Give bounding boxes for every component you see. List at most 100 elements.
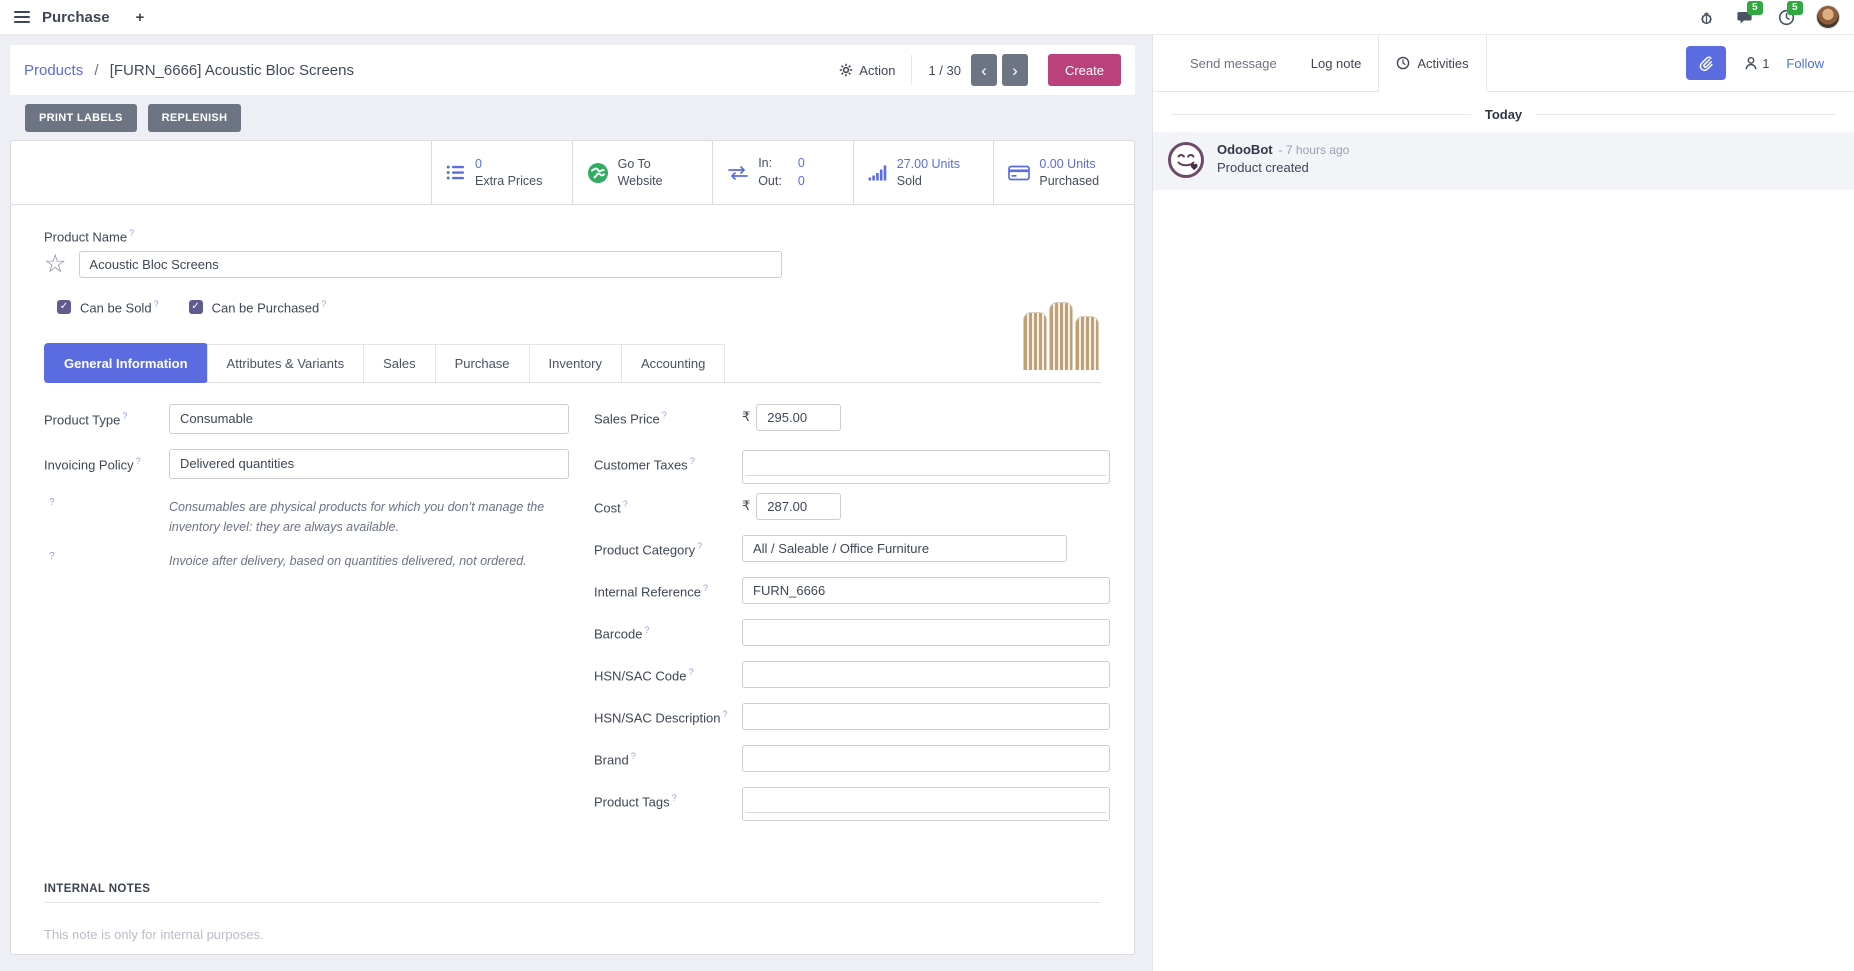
print-labels-button[interactable]: PRINT LABELS: [25, 104, 137, 132]
tab-purchase[interactable]: Purchase: [434, 343, 530, 382]
help-question-mark[interactable]: ?: [153, 299, 159, 310]
messages-icon[interactable]: 5: [1736, 1, 1763, 27]
help-question-mark[interactable]: ?: [49, 496, 55, 508]
stat-button-row: 0 Extra Prices Go To Website In: 0 Out: 0: [11, 141, 1134, 205]
tab-accounting[interactable]: Accounting: [621, 343, 726, 382]
help-question-mark[interactable]: ?: [135, 455, 141, 466]
top-navbar: Purchase + 5 5: [0, 0, 1854, 35]
product-name-input[interactable]: Acoustic Bloc Screens: [79, 251, 783, 279]
help-question-mark[interactable]: ?: [622, 498, 628, 509]
stat-spacer: [11, 141, 431, 204]
help-question-mark[interactable]: ?: [722, 708, 728, 719]
consumable-help-text: Consumables are physical products for wh…: [169, 499, 545, 534]
followers-button[interactable]: 1: [1743, 55, 1769, 71]
follow-button[interactable]: Follow: [1786, 55, 1824, 71]
user-avatar[interactable]: [1816, 5, 1840, 29]
product-name-label: Product Name?: [44, 228, 135, 245]
extra-prices-label: Extra Prices: [475, 173, 543, 188]
activities-clock-icon[interactable]: 5: [1776, 1, 1803, 27]
message-body: Product created: [1217, 160, 1309, 175]
tab-general-information[interactable]: General Information: [44, 342, 208, 383]
action-menu-button[interactable]: Action: [839, 63, 895, 78]
product-category-input[interactable]: All / Saleable / Office Furniture: [742, 534, 1067, 562]
message-author[interactable]: OdooBot: [1217, 142, 1273, 157]
help-question-mark[interactable]: ?: [321, 299, 327, 310]
chatter-message[interactable]: OdooBot - 7 hours ago Product created: [1153, 132, 1854, 190]
debug-bug-icon[interactable]: [1696, 7, 1716, 27]
activities-label: Activities: [1417, 55, 1469, 71]
tab-inventory[interactable]: Inventory: [528, 343, 623, 382]
invoicing-help-text: Invoice after delivery, based on quantit…: [169, 553, 527, 568]
product-image-panel: [1075, 316, 1099, 370]
internal-notes-placeholder[interactable]: This note is only for internal purposes.: [44, 926, 264, 942]
barcode-input[interactable]: [742, 618, 1110, 646]
tab-attributes-variants[interactable]: Attributes & Variants: [206, 343, 365, 382]
form-sheet: 0 Extra Prices Go To Website In: 0 Out: 0: [10, 140, 1135, 955]
attach-files-button[interactable]: [1686, 46, 1727, 80]
help-question-mark[interactable]: ?: [122, 410, 128, 421]
help-question-mark[interactable]: ?: [644, 624, 650, 635]
control-panel: Products / [FURN_6666] Acoustic Bloc Scr…: [10, 45, 1135, 95]
breadcrumb: Products / [FURN_6666] Acoustic Bloc Scr…: [24, 62, 354, 79]
internal-reference-input[interactable]: FURN_6666: [742, 576, 1110, 604]
breadcrumb-products-link[interactable]: Products: [24, 61, 84, 79]
help-question-mark[interactable]: ?: [689, 455, 695, 466]
hsn-sac-description-input[interactable]: [742, 702, 1110, 730]
messages-badge: 5: [1747, 1, 1763, 15]
help-question-mark[interactable]: ?: [49, 550, 55, 562]
brand-input[interactable]: [742, 744, 1110, 772]
schedule-activity-button[interactable]: Activities: [1378, 35, 1487, 92]
customer-taxes-input[interactable]: [742, 449, 1110, 484]
product-image-panel: [1023, 312, 1047, 370]
sales-price-input[interactable]: 295.00: [756, 403, 842, 431]
replenish-button[interactable]: REPLENISH: [147, 104, 242, 132]
help-question-mark[interactable]: ?: [697, 540, 703, 551]
product-type-select[interactable]: Consumable: [169, 403, 569, 434]
plus-icon[interactable]: +: [135, 8, 145, 26]
log-note-button[interactable]: Log note: [1310, 55, 1362, 71]
favorite-star-icon[interactable]: ☆: [44, 250, 67, 279]
in-out-stat-button[interactable]: In: 0 Out: 0: [712, 141, 853, 204]
currency-symbol: ₹: [742, 409, 751, 425]
can-be-purchased-checkbox[interactable]: ✓: [188, 300, 203, 315]
can-be-sold-checkbox[interactable]: ✓: [57, 300, 71, 315]
product-image[interactable]: [1021, 298, 1101, 370]
app-name[interactable]: Purchase: [42, 8, 110, 26]
out-label: Out:: [758, 174, 782, 188]
invoicing-policy-select[interactable]: Delivered quantities: [169, 448, 569, 479]
form-view-area: Products / [FURN_6666] Acoustic Bloc Scr…: [0, 35, 1152, 971]
go-to-website-stat-button[interactable]: Go To Website: [571, 141, 713, 204]
follower-count: 1: [1762, 55, 1770, 71]
help-question-mark[interactable]: ?: [702, 582, 708, 593]
pager-next-button[interactable]: ›: [1001, 54, 1028, 86]
units-sold-value: 27.00 Units: [896, 156, 961, 171]
internal-notes-header: INTERNAL NOTES: [44, 883, 1101, 903]
send-message-button[interactable]: Send message: [1190, 55, 1277, 71]
cost-input[interactable]: 287.00: [756, 492, 842, 520]
today-label: Today: [1484, 107, 1523, 122]
extra-prices-value: 0: [475, 156, 482, 171]
paperclip-icon: [1699, 56, 1713, 71]
create-button[interactable]: Create: [1047, 54, 1121, 86]
units-sold-stat-button[interactable]: 27.00 Units Sold: [852, 141, 994, 204]
divider: [911, 55, 913, 85]
bar-chart-icon: [868, 165, 887, 180]
apps-menu-icon[interactable]: [14, 11, 30, 23]
help-question-mark[interactable]: ?: [671, 792, 677, 803]
extra-prices-stat-button[interactable]: 0 Extra Prices: [431, 141, 572, 204]
clock-icon: [1397, 56, 1410, 70]
help-question-mark[interactable]: ?: [129, 228, 135, 238]
internal-reference-label: Internal Reference?: [594, 582, 708, 599]
help-question-mark[interactable]: ?: [630, 750, 636, 761]
action-label: Action: [859, 62, 896, 78]
pager-previous-button[interactable]: ‹: [970, 54, 997, 86]
product-tags-input[interactable]: [742, 786, 1110, 821]
help-question-mark[interactable]: ?: [688, 666, 694, 677]
product-tags-inner-input[interactable]: [746, 790, 1106, 813]
invoicing-policy-label: Invoicing Policy?: [44, 455, 141, 472]
hsn-sac-code-input[interactable]: [742, 660, 1110, 688]
tab-sales[interactable]: Sales: [363, 343, 436, 382]
help-question-mark[interactable]: ?: [661, 409, 667, 420]
units-purchased-stat-button[interactable]: 0.00 Units Purchased: [993, 141, 1134, 204]
customer-taxes-inner-input[interactable]: [746, 453, 1106, 476]
